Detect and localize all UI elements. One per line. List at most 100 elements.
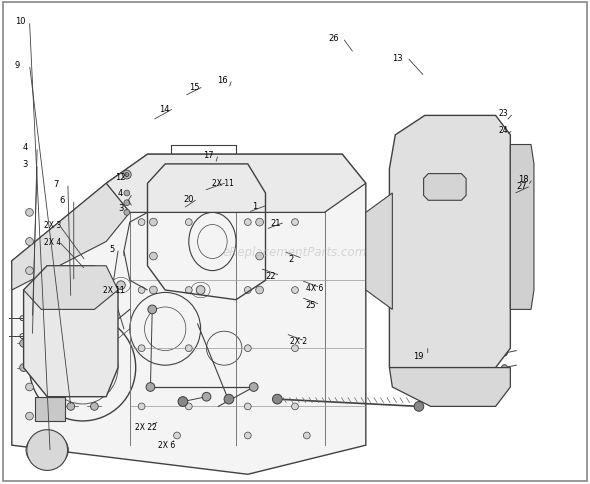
Polygon shape xyxy=(35,397,65,421)
Polygon shape xyxy=(424,174,466,201)
Circle shape xyxy=(138,403,145,410)
Text: 20: 20 xyxy=(183,195,194,204)
Circle shape xyxy=(244,219,251,226)
Text: 9: 9 xyxy=(15,61,20,70)
Text: 5: 5 xyxy=(109,245,114,254)
Polygon shape xyxy=(24,266,118,310)
Circle shape xyxy=(124,200,130,206)
Text: 4: 4 xyxy=(22,143,28,152)
Text: 27: 27 xyxy=(516,182,527,191)
Circle shape xyxy=(25,296,34,304)
Circle shape xyxy=(179,397,187,406)
Circle shape xyxy=(244,287,251,294)
Circle shape xyxy=(25,354,34,362)
Polygon shape xyxy=(366,194,392,310)
Text: 16: 16 xyxy=(217,76,228,84)
Text: 12: 12 xyxy=(115,172,126,181)
Circle shape xyxy=(196,286,205,295)
Text: 2X 3: 2X 3 xyxy=(44,221,61,229)
Circle shape xyxy=(138,345,145,352)
Circle shape xyxy=(291,345,299,352)
Text: 6: 6 xyxy=(59,196,64,204)
Circle shape xyxy=(244,403,251,410)
Text: 2X 11: 2X 11 xyxy=(103,286,125,295)
Polygon shape xyxy=(12,184,130,290)
Circle shape xyxy=(117,281,125,290)
Circle shape xyxy=(502,350,507,356)
Circle shape xyxy=(146,383,155,392)
Circle shape xyxy=(255,287,264,294)
Polygon shape xyxy=(389,368,510,407)
Circle shape xyxy=(25,209,34,217)
Circle shape xyxy=(19,364,28,372)
Text: 2X 11: 2X 11 xyxy=(212,179,234,187)
Text: 13: 13 xyxy=(392,54,403,62)
Circle shape xyxy=(185,219,192,226)
Text: 15: 15 xyxy=(189,83,199,91)
Text: 4: 4 xyxy=(118,189,123,198)
Circle shape xyxy=(185,345,192,352)
Circle shape xyxy=(421,166,427,172)
Circle shape xyxy=(27,430,68,470)
Circle shape xyxy=(178,397,188,407)
Polygon shape xyxy=(12,155,366,474)
Text: 25: 25 xyxy=(306,301,316,309)
Text: 18: 18 xyxy=(518,175,529,183)
Circle shape xyxy=(414,402,424,411)
Circle shape xyxy=(502,365,507,371)
Circle shape xyxy=(244,432,251,439)
Circle shape xyxy=(19,340,28,348)
Text: 3: 3 xyxy=(22,160,28,169)
Circle shape xyxy=(149,219,158,227)
Circle shape xyxy=(25,412,34,420)
Circle shape xyxy=(291,219,299,226)
Circle shape xyxy=(255,253,264,260)
Text: 2X 4: 2X 4 xyxy=(44,238,61,246)
Text: eReplacementParts.com: eReplacementParts.com xyxy=(223,245,367,258)
Circle shape xyxy=(441,197,453,209)
Text: 7: 7 xyxy=(53,180,58,188)
Circle shape xyxy=(25,325,34,333)
Circle shape xyxy=(90,403,99,410)
Text: 2: 2 xyxy=(288,255,293,263)
Circle shape xyxy=(25,238,34,246)
Circle shape xyxy=(255,219,264,227)
Text: 24: 24 xyxy=(499,126,508,135)
Circle shape xyxy=(124,210,130,216)
Circle shape xyxy=(123,171,131,180)
Text: 22: 22 xyxy=(266,272,276,280)
Text: 23: 23 xyxy=(499,109,508,118)
Polygon shape xyxy=(389,116,510,368)
Text: 10: 10 xyxy=(15,17,25,26)
Circle shape xyxy=(273,394,282,404)
Circle shape xyxy=(185,287,192,294)
Text: 17: 17 xyxy=(204,151,214,159)
Circle shape xyxy=(291,403,299,410)
Text: 26: 26 xyxy=(328,34,339,43)
Circle shape xyxy=(303,432,310,439)
Polygon shape xyxy=(510,145,534,310)
Text: 19: 19 xyxy=(413,351,424,360)
Text: 21: 21 xyxy=(270,218,281,227)
Circle shape xyxy=(67,403,75,410)
Circle shape xyxy=(420,251,441,272)
Circle shape xyxy=(224,394,234,404)
Text: 1: 1 xyxy=(253,201,258,210)
Polygon shape xyxy=(106,155,366,213)
Circle shape xyxy=(250,383,258,392)
Circle shape xyxy=(149,253,158,260)
Text: 2X 2: 2X 2 xyxy=(290,337,307,346)
Circle shape xyxy=(138,219,145,226)
Text: 3: 3 xyxy=(118,204,123,212)
Circle shape xyxy=(25,383,34,391)
Circle shape xyxy=(138,287,145,294)
Circle shape xyxy=(25,267,34,275)
Circle shape xyxy=(173,432,181,439)
Text: 2X 6: 2X 6 xyxy=(158,440,175,449)
Circle shape xyxy=(244,345,251,352)
Circle shape xyxy=(291,287,299,294)
Text: 2X 22: 2X 22 xyxy=(135,423,156,431)
Circle shape xyxy=(202,393,211,401)
Circle shape xyxy=(148,305,156,314)
Circle shape xyxy=(185,403,192,410)
